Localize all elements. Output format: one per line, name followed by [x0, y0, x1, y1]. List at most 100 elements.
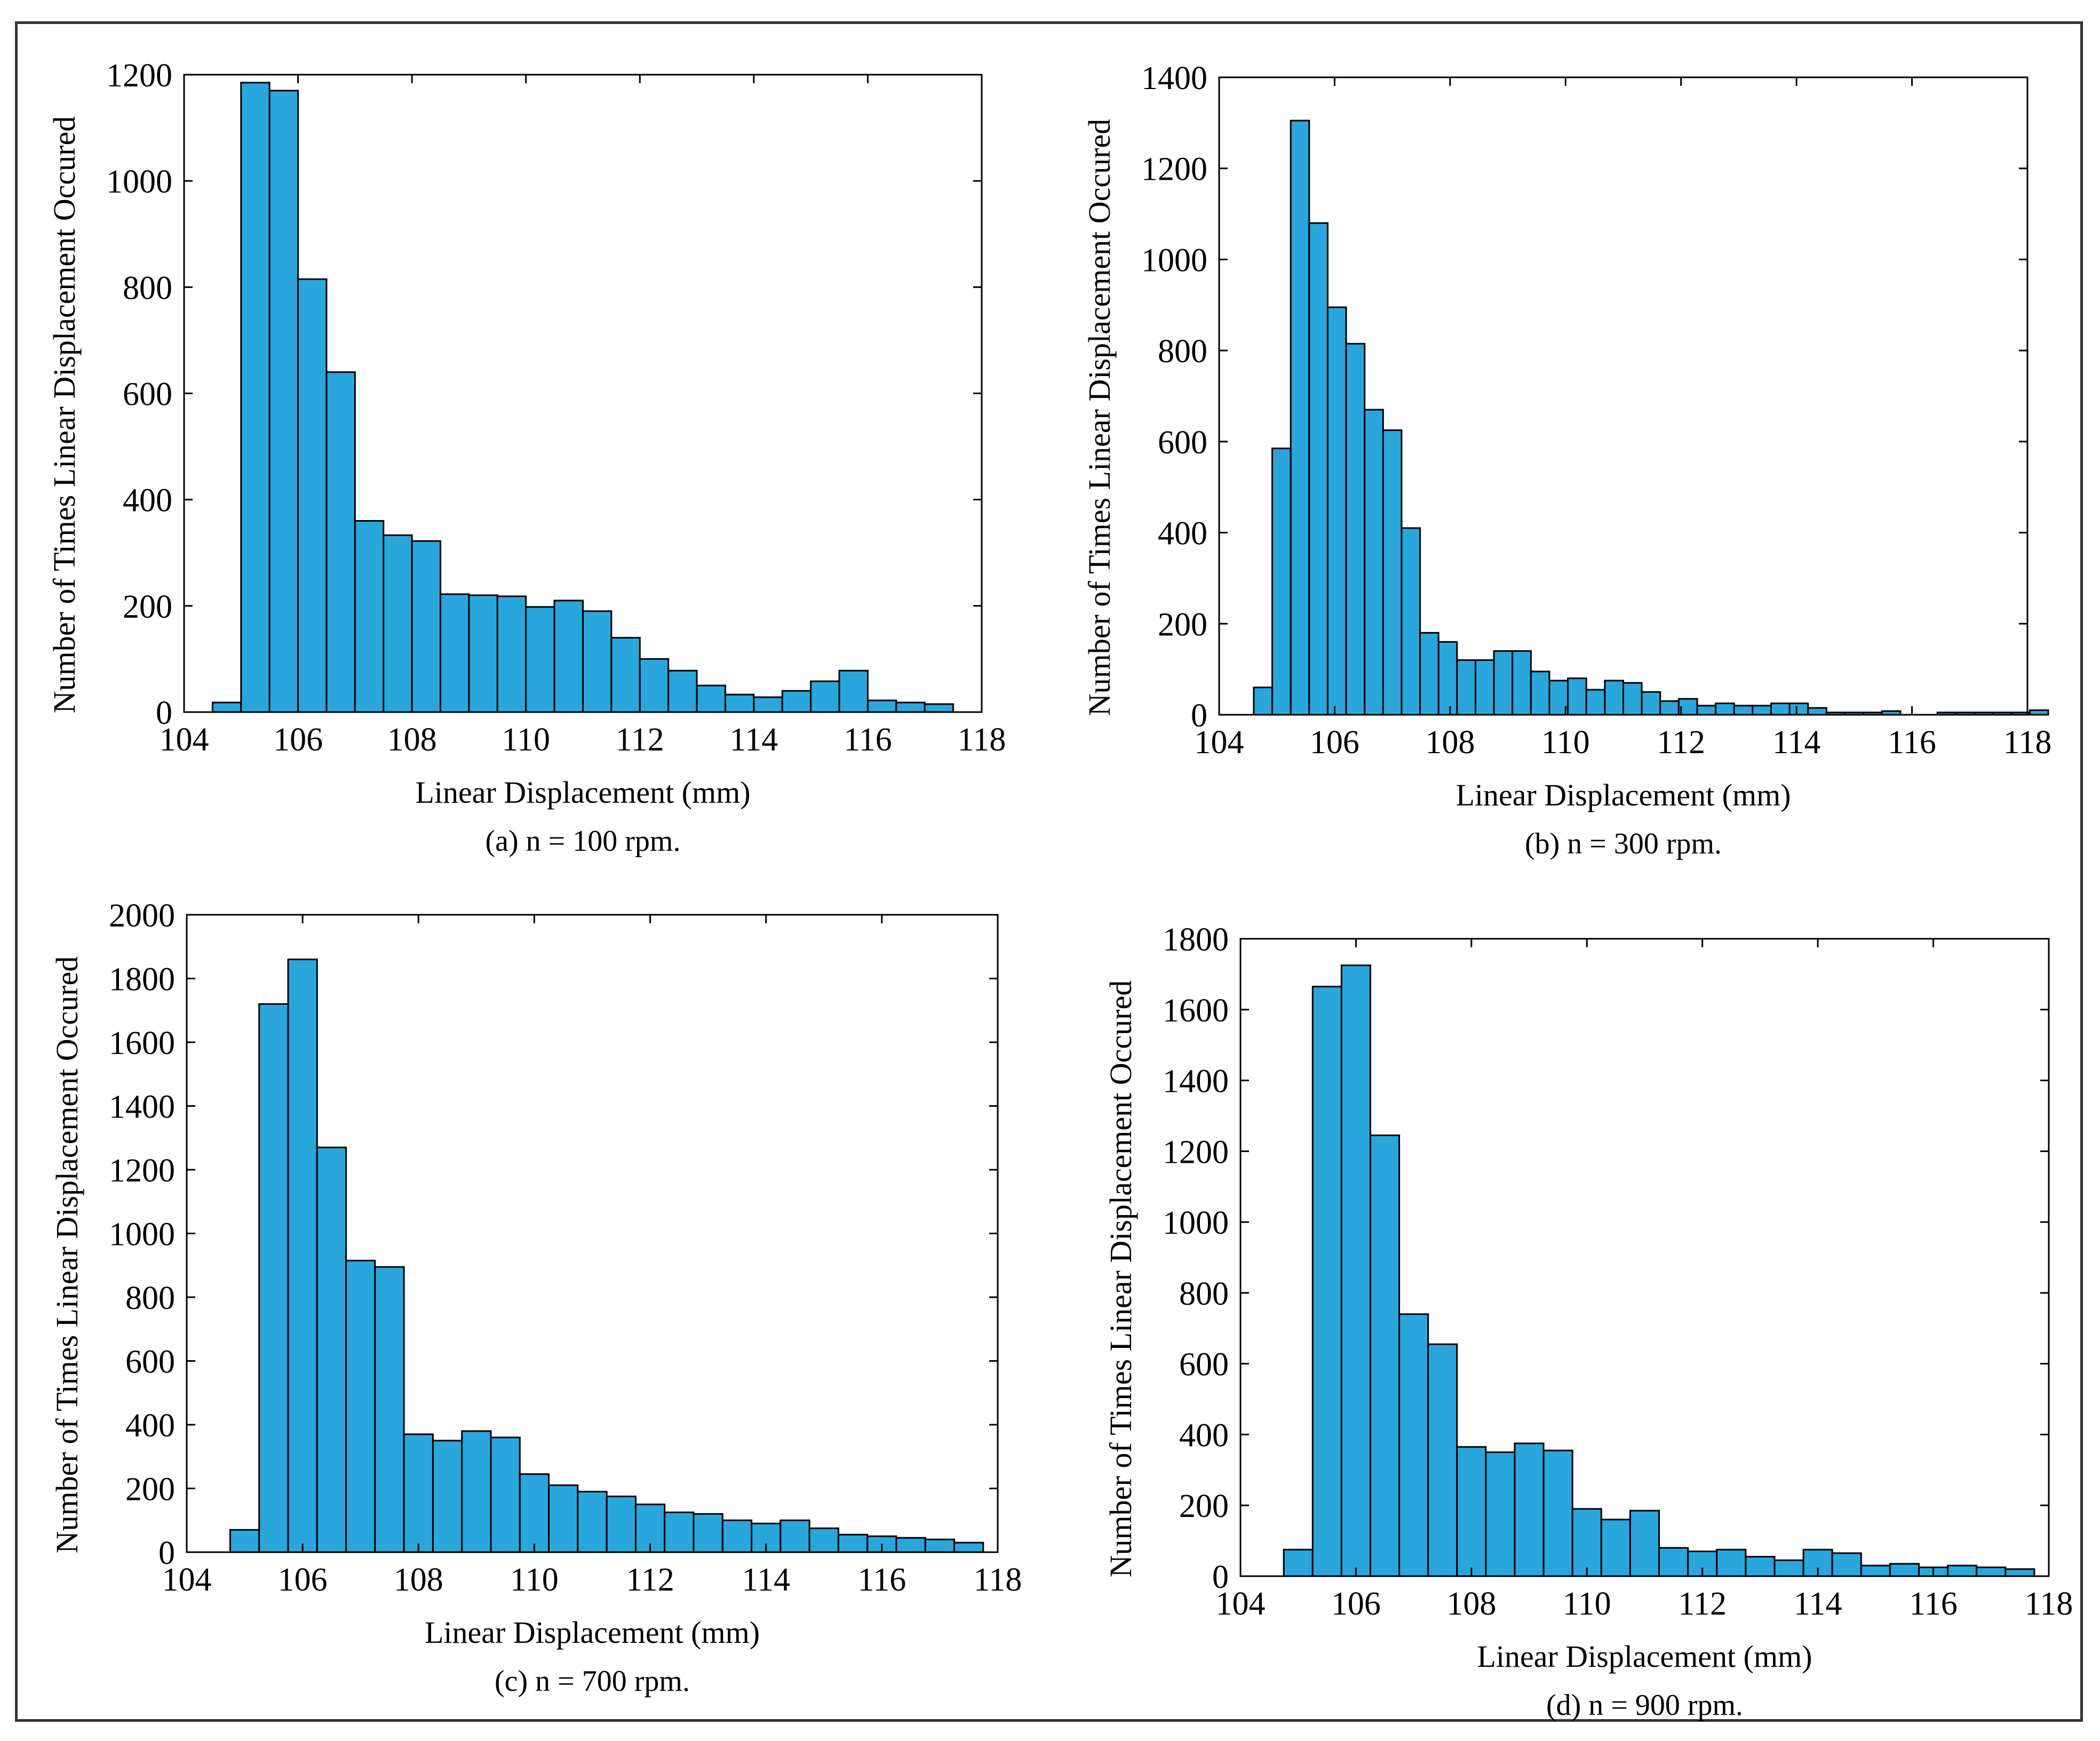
y-tick-label: 800: [1158, 333, 1207, 370]
histogram-bar: [838, 669, 869, 713]
histogram-bar: [519, 1473, 550, 1553]
x-tick-label: 116: [858, 1562, 906, 1598]
histogram-bar: [721, 1519, 753, 1553]
histogram-bar: [1427, 1343, 1458, 1577]
histogram-bar: [953, 1542, 984, 1553]
y-tick-label: 1200: [109, 1153, 175, 1189]
x-tick-label: 118: [974, 1562, 1022, 1598]
x-tick-label: 118: [958, 722, 1006, 758]
x-axis-label: Linear Displacement (mm): [425, 1615, 760, 1650]
histogram-bar: [1604, 680, 1624, 716]
histogram-bar: [577, 1490, 608, 1553]
y-tick-label: 800: [125, 1280, 175, 1316]
histogram-bar: [924, 703, 954, 713]
x-tick-label: 106: [1331, 1586, 1381, 1622]
y-tick-label: 600: [1158, 425, 1207, 461]
x-tick-label: 118: [2025, 1586, 2073, 1622]
y-tick-label: 0: [1191, 698, 1207, 734]
y-axis-label: Number of Times Linear Displacement Occu…: [1103, 980, 1138, 1577]
x-tick-label: 112: [1678, 1586, 1727, 1622]
x-tick-label: 114: [742, 1562, 790, 1598]
histogram-bar: [468, 594, 498, 713]
histogram-bar: [808, 1527, 839, 1553]
x-tick-label: 116: [1888, 724, 1936, 761]
panel-caption: (b) n = 300 rpm.: [1525, 827, 1722, 860]
y-tick-label: 400: [123, 483, 172, 519]
histogram-bar: [1369, 1134, 1401, 1577]
histogram-bar: [297, 278, 328, 713]
histogram-bar: [1752, 705, 1772, 716]
histogram-bar: [1773, 1559, 1804, 1577]
histogram-bar: [1493, 650, 1514, 716]
histogram-bar: [2004, 1568, 2035, 1577]
chart-panel-b: 104 106 108 110 112 114 116 118 0 200 400 600 800 100…: [1082, 60, 2051, 860]
histogram-bar: [1530, 670, 1550, 716]
x-tick-label: 118: [2003, 724, 2052, 761]
histogram-bar: [403, 1433, 434, 1553]
histogram-bar: [1641, 691, 1661, 716]
histogram-bar: [1629, 1510, 1660, 1577]
histogram-bar: [1419, 632, 1439, 716]
x-tick-label: 112: [1657, 724, 1705, 761]
chart-panel-d: 104 106 108 110 112 114 116 118 0 200 400 600 800 100…: [1103, 922, 2073, 1722]
y-tick-label: 400: [125, 1408, 175, 1444]
y-tick-label: 0: [1212, 1559, 1229, 1595]
x-tick-label: 108: [1446, 1586, 1496, 1622]
histogram-bar: [1456, 1446, 1487, 1577]
histogram-bar: [1311, 986, 1342, 1577]
histogram-bar: [1745, 1555, 1776, 1577]
y-tick-label: 200: [1158, 606, 1207, 643]
histogram-bar: [2029, 709, 2049, 716]
y-tick-label: 1000: [1141, 242, 1207, 278]
histogram-bar: [837, 1534, 869, 1553]
x-tick-label: 110: [502, 722, 550, 758]
y-tick-label: 600: [123, 377, 172, 413]
bars-group: [1283, 964, 2035, 1577]
histogram-bar: [411, 540, 442, 713]
histogram-bar: [1401, 527, 1421, 716]
histogram-bar: [1326, 306, 1347, 716]
histogram-bar: [1398, 1313, 1429, 1577]
histogram-bar: [211, 701, 242, 713]
histogram-bar: [1485, 1451, 1516, 1577]
histogram-bar: [354, 520, 385, 713]
histogram-bar: [1514, 1442, 1545, 1577]
y-tick-label: 600: [125, 1344, 175, 1380]
y-tick-label: 800: [1179, 1276, 1229, 1312]
histogram-bar: [258, 1003, 289, 1553]
x-tick-label: 106: [1310, 724, 1359, 761]
y-tick-label: 200: [1179, 1488, 1229, 1524]
histogram-bar: [1283, 1548, 1314, 1577]
histogram-bar: [553, 600, 584, 713]
histogram-bar: [1976, 1566, 2007, 1577]
histogram-bar: [895, 1537, 926, 1553]
x-tick-label: 110: [510, 1562, 559, 1598]
histogram-bar: [240, 82, 271, 713]
y-tick-label: 1000: [1163, 1205, 1229, 1241]
y-tick-label: 1200: [1163, 1134, 1229, 1170]
y-tick-label: 0: [156, 695, 172, 731]
histogram-bar: [1947, 1564, 1978, 1577]
histogram-bar: [316, 1146, 347, 1553]
histogram-bar: [374, 1266, 405, 1553]
histogram-bar: [525, 606, 555, 713]
histogram-bar: [1437, 641, 1458, 716]
histogram-bar: [924, 1538, 956, 1553]
histogram-bar: [696, 684, 726, 713]
histogram-bar: [1542, 1449, 1573, 1577]
y-tick-label: 1200: [1141, 151, 1207, 188]
x-tick-label: 106: [273, 722, 323, 758]
x-tick-label: 110: [1563, 1586, 1611, 1622]
histogram-bar: [582, 610, 612, 713]
histogram-bar: [606, 1495, 637, 1553]
histogram-bar: [1253, 686, 1274, 716]
x-tick-label: 108: [387, 722, 437, 758]
bars-group: [211, 82, 954, 713]
chart-panel-c: 104 106 108 110 112 114 116 118 0 200 400 600 800 100…: [50, 898, 1022, 1698]
y-tick-label: 400: [1158, 516, 1207, 552]
histogram-bar: [753, 696, 783, 713]
y-axis-label: Number of Times Linear Displacement Occu…: [1082, 119, 1117, 716]
x-tick-label: 104: [160, 722, 209, 758]
y-tick-label: 2000: [109, 898, 175, 934]
histogram-bar: [895, 701, 926, 713]
